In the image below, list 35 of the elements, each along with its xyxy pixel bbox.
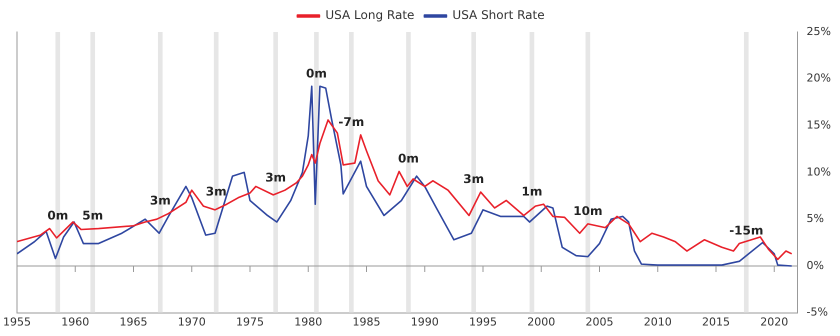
x-tick-label: 2000: [527, 315, 556, 328]
x-tick-label: 1970: [178, 315, 206, 328]
x-tick-label: 1995: [469, 315, 497, 328]
x-tick-label: 1985: [352, 315, 380, 328]
x-tick-label: 1980: [294, 315, 322, 328]
x-tick-label: 2010: [644, 315, 672, 328]
band-label: 3m: [150, 194, 171, 208]
y-tick-label: 0%: [806, 258, 824, 272]
band-label: 0m: [398, 152, 419, 166]
band-label: 3m: [265, 170, 286, 184]
y-tick-label: 20%: [806, 72, 832, 85]
band-label: 0m: [306, 66, 327, 80]
x-tick-label: 1960: [61, 315, 90, 328]
x-tick-label: 1955: [2, 315, 31, 328]
y-tick-label: 10%: [806, 165, 832, 178]
x-tick-label: 2020: [760, 315, 788, 328]
legend-label: USA Long Rate: [325, 8, 414, 22]
band-label: 5m: [82, 208, 104, 223]
x-tick-label: 1990: [410, 315, 439, 328]
y-tick-label: 5%: [806, 212, 824, 226]
band-label: -7m: [338, 115, 364, 130]
x-tick-label: 1975: [236, 315, 264, 328]
x-tick-label: 2015: [702, 315, 730, 328]
y-tick-label: 15%: [806, 118, 832, 132]
y-tick-label: -5%: [806, 306, 828, 319]
y-tick-label: 25%: [806, 24, 832, 38]
band-label: 3m: [463, 172, 484, 186]
band-label: 0m: [47, 208, 68, 223]
x-tick-label: 1965: [120, 315, 148, 328]
band-label: 3m: [206, 184, 227, 198]
x-tick-label: 2005: [586, 315, 614, 328]
band-label: 10m: [573, 204, 602, 218]
legend-label: USA Short Rate: [452, 8, 545, 22]
band-label: -15m: [729, 224, 764, 238]
band-label: 1m: [522, 184, 542, 198]
